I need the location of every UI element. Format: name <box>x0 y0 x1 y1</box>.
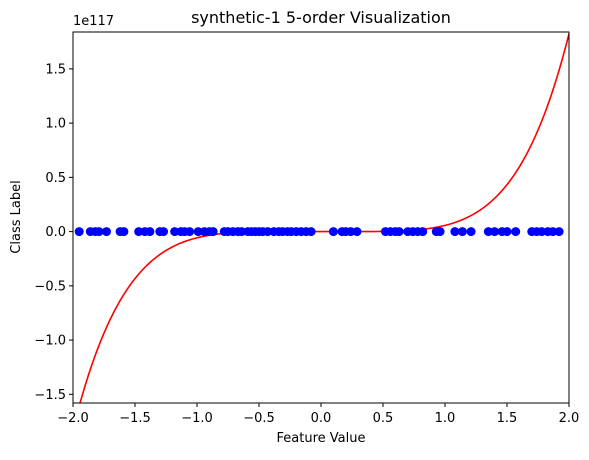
data-point <box>554 227 564 237</box>
data-point <box>193 227 203 237</box>
x-tick-label: 0.0 <box>311 411 332 426</box>
x-tick-label: −0.5 <box>243 411 275 426</box>
y-axis-label: Class Label <box>9 180 24 253</box>
data-point <box>328 227 338 237</box>
x-axis: −2.0 −1.5 −1.0 −0.5 0.0 0.5 1.0 1.5 2.0 <box>57 403 579 426</box>
data-point <box>511 227 521 237</box>
data-point <box>208 227 218 237</box>
data-point <box>435 227 445 237</box>
data-point <box>170 227 180 237</box>
data-point <box>94 227 104 237</box>
data-point <box>263 227 273 237</box>
data-point <box>466 227 476 237</box>
data-point <box>457 227 467 237</box>
data-point <box>548 227 558 237</box>
data-point <box>537 227 547 237</box>
x-axis-label: Feature Value <box>277 431 366 446</box>
x-tick-label: −1.0 <box>181 411 213 426</box>
data-point <box>418 227 428 237</box>
data-point <box>306 227 316 237</box>
x-tick-label: 2.0 <box>559 411 580 426</box>
y-tick-label: 1.0 <box>45 117 66 132</box>
x-tick-label: 1.0 <box>435 411 456 426</box>
data-point <box>346 227 356 237</box>
chart-title: synthetic-1 5-order Visualization <box>191 8 451 27</box>
data-point <box>185 227 195 237</box>
plot-frame <box>72 31 570 404</box>
data-point <box>145 227 155 237</box>
data-point <box>483 227 493 237</box>
y-tick-label: −1.0 <box>34 334 66 349</box>
data-point <box>490 227 500 237</box>
data-point <box>159 227 169 237</box>
fit-curve <box>79 33 569 403</box>
fit-line-layer <box>79 33 569 403</box>
data-point <box>502 227 512 237</box>
data-point <box>352 227 362 237</box>
y-tick-label: 0.5 <box>45 171 66 186</box>
data-point <box>394 227 404 237</box>
y-offset-text: 1e117 <box>73 14 114 29</box>
data-point <box>74 227 84 237</box>
data-point <box>101 227 111 237</box>
y-tick-label: 0.0 <box>45 225 66 240</box>
data-point <box>237 227 247 237</box>
data-point <box>134 227 144 237</box>
x-tick-label: 0.5 <box>373 411 394 426</box>
y-tick-label: 1.5 <box>45 62 66 77</box>
data-point <box>450 227 460 237</box>
data-point <box>119 227 129 237</box>
x-tick-label: −1.5 <box>119 411 151 426</box>
y-tick-label: −1.5 <box>34 388 66 403</box>
scatter-points-layer <box>74 227 564 237</box>
x-tick-label: 1.5 <box>497 411 518 426</box>
x-tick-label: −2.0 <box>57 411 89 426</box>
y-axis: −1.5 −1.0 −0.5 0.0 0.5 1.0 1.5 <box>34 62 73 403</box>
y-tick-label: −0.5 <box>34 279 66 294</box>
